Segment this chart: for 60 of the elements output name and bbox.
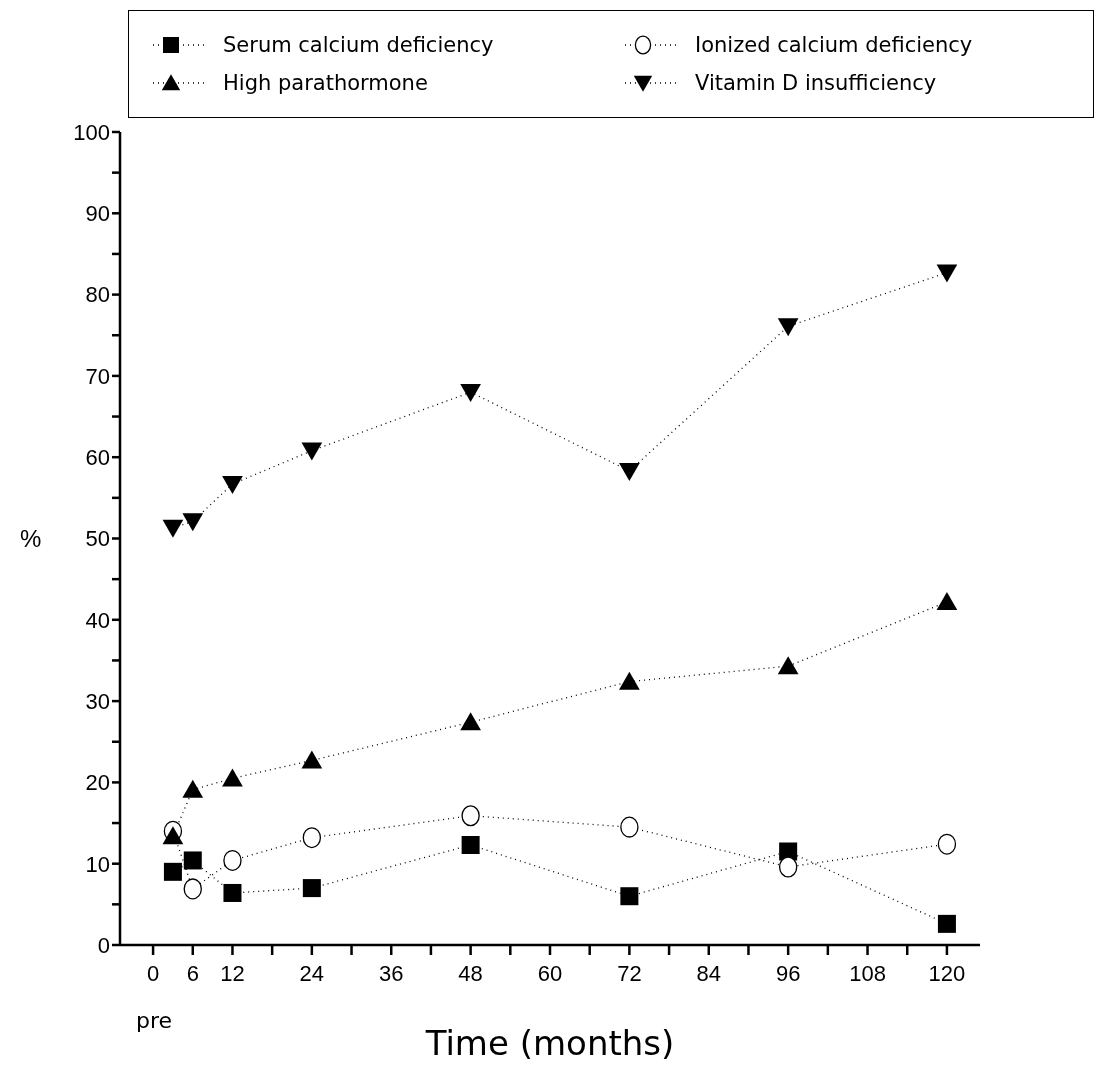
y-tick-label: 0	[97, 932, 110, 958]
y-tick-label: 80	[85, 282, 110, 308]
point	[183, 851, 202, 870]
point	[182, 779, 204, 798]
x-tick-label: 96	[775, 960, 801, 986]
x-tick-label: 24	[299, 960, 325, 986]
text: pre	[136, 1008, 173, 1033]
point	[301, 750, 323, 769]
x-tick-label: 36	[378, 960, 404, 986]
legend-label: High parathormone	[223, 71, 428, 95]
point	[223, 883, 242, 902]
point	[163, 862, 182, 881]
x-tick-label: 120	[928, 960, 966, 986]
x-tick-label: 84	[696, 960, 722, 986]
legend-label: Ionized calcium deficiency	[695, 33, 973, 57]
point	[461, 836, 480, 854]
point	[937, 833, 957, 855]
y-tick-label: 70	[85, 363, 110, 389]
x-tick-label: 0	[146, 960, 160, 986]
point	[222, 768, 243, 787]
y-axis-title: %	[20, 525, 42, 553]
x-tick-label: 60	[537, 960, 563, 986]
y-tick-label: 40	[85, 607, 110, 633]
x-tick-label: 12	[220, 960, 245, 986]
point	[222, 475, 243, 494]
point	[223, 849, 242, 871]
point	[937, 914, 956, 933]
x-tick-label: 72	[617, 960, 642, 986]
point	[183, 878, 202, 900]
y-tick-label: 90	[85, 201, 110, 227]
point	[461, 805, 480, 827]
point	[936, 592, 958, 611]
x-tick-label: 48	[458, 960, 483, 986]
y-tick-label: 10	[85, 851, 110, 877]
point	[302, 827, 322, 849]
y-tick-label: 50	[85, 526, 110, 552]
legend-label: Vitamin D insufficiency	[695, 71, 937, 95]
point	[162, 826, 184, 845]
point	[302, 879, 321, 898]
x-axis-title: Time (months)	[424, 1023, 675, 1063]
point	[619, 462, 640, 481]
point	[182, 513, 204, 532]
point	[460, 712, 481, 731]
point	[301, 442, 323, 461]
point	[777, 656, 799, 675]
x-tick-label: 108	[849, 960, 886, 986]
point	[778, 856, 798, 878]
point	[777, 318, 799, 337]
y-tick-label: 20	[85, 770, 110, 796]
point	[619, 671, 640, 690]
point	[620, 816, 639, 838]
x-tick-label: 6	[186, 960, 199, 986]
point	[936, 264, 958, 283]
legend-label: Serum calcium deficiency	[223, 33, 494, 57]
y-tick-label: 30	[85, 688, 110, 714]
point	[460, 384, 481, 403]
y-tick-label: 100	[73, 119, 110, 145]
point	[620, 887, 639, 906]
point	[162, 519, 184, 538]
y-tick-label: 60	[85, 445, 110, 471]
